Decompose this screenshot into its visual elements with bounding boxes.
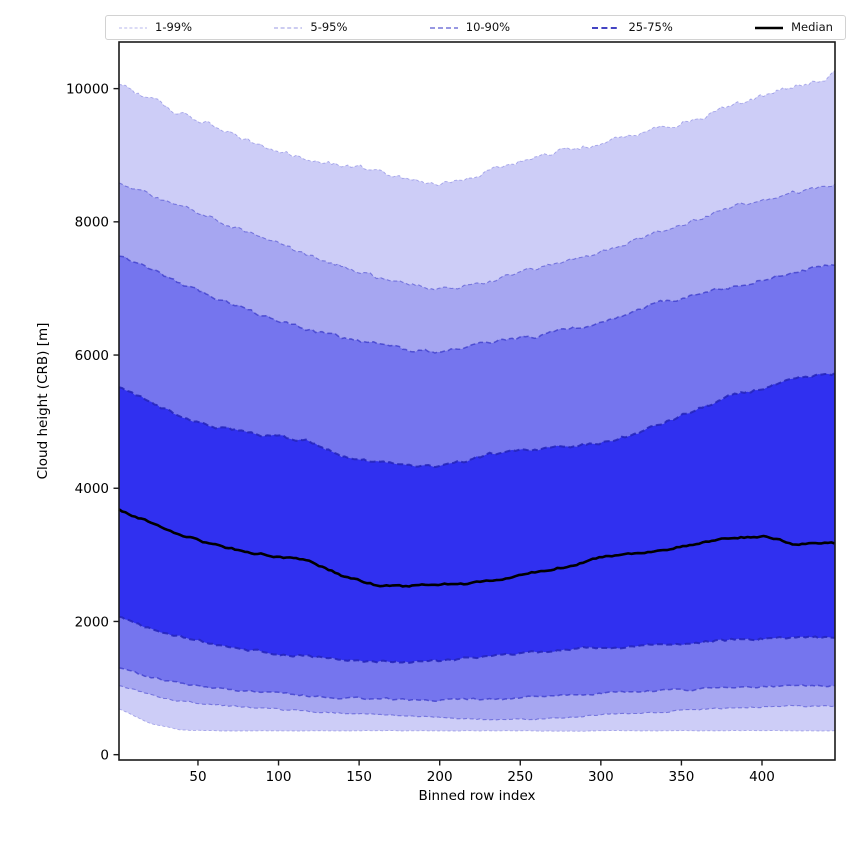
legend-line-sample <box>592 26 621 29</box>
x-tick-label: 150 <box>346 769 372 785</box>
axes-spines <box>118 41 836 761</box>
legend-line-sample <box>274 26 303 29</box>
percentile-line-25-75% <box>118 372 835 469</box>
legend-item-1-99%: 1-99% <box>118 19 193 34</box>
legend-line-sample <box>755 26 784 29</box>
y-tick-label: 2000 <box>75 614 109 630</box>
median-line <box>118 508 835 588</box>
y-tick-label: 10000 <box>66 81 109 97</box>
y-tick-label: 0 <box>100 747 109 763</box>
legend-item-label: Median <box>791 19 833 34</box>
axes: 50 100 150 200 250 300 350 40002000400060008000… <box>66 41 836 785</box>
legend-line-sample <box>119 27 147 28</box>
percentile-line-5-95% <box>118 182 835 291</box>
x-tick-label: 250 <box>507 769 533 785</box>
y-tick-label: 6000 <box>75 348 109 364</box>
x-tick-label: 50 <box>189 769 206 785</box>
x-tick-label: 200 <box>427 769 453 785</box>
legend-item-5-95%: 5-95% <box>273 19 348 34</box>
y-tick-label: 8000 <box>75 215 109 231</box>
x-tick-label: 350 <box>669 769 695 785</box>
percentile-line-5-95% <box>118 685 835 721</box>
x-tick-label: 100 <box>266 769 292 785</box>
x-tick-label: 400 <box>749 769 775 785</box>
band-25-75% <box>119 373 835 663</box>
percentile-line-25-75% <box>118 615 835 664</box>
legend-item-label: 10-90% <box>465 19 511 34</box>
legend-item-label: 1-99% <box>155 19 193 34</box>
legend-item-label: 25-75% <box>628 19 673 34</box>
legend-item-label: 5-95% <box>310 19 348 34</box>
y-tick-label: 4000 <box>75 481 109 497</box>
legend-item-10-90%: 10-90% <box>429 19 511 34</box>
percentile-bands <box>119 70 835 732</box>
percentile-line-1-99% <box>118 708 835 732</box>
y-axis-label: Cloud height (CRB) [m] <box>35 323 51 480</box>
legend-item-Median: Median <box>754 19 833 34</box>
x-tick-label: 300 <box>588 769 614 785</box>
x-axis-label: Binned row index <box>418 788 535 804</box>
legend-line-sample <box>429 26 458 29</box>
percentile-line-1-99% <box>118 70 835 186</box>
legend-item-25-75%: 25-75% <box>591 19 673 34</box>
percentile-line-10-90% <box>118 667 835 702</box>
legend: 1-99% 5-95% 10-90% 25-75% Median <box>105 15 846 40</box>
percentile-lines <box>118 70 835 732</box>
